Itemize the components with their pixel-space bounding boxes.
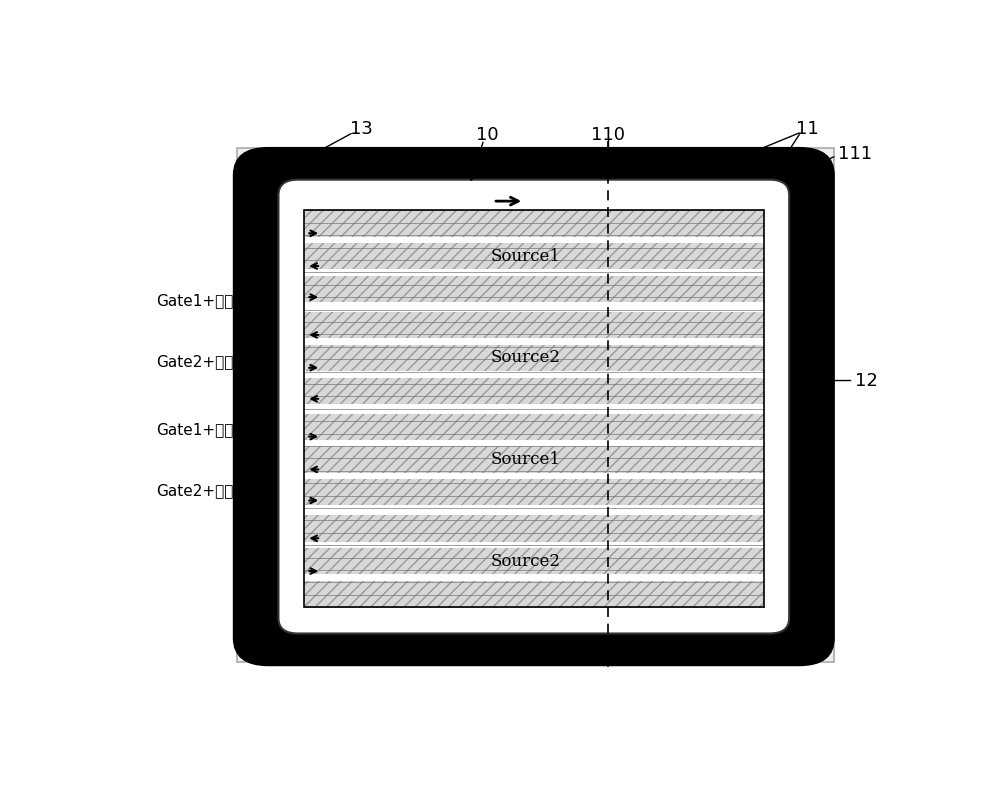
Bar <box>304 371 764 377</box>
Bar <box>304 236 764 243</box>
Text: Source2: Source2 <box>491 349 561 366</box>
Text: Gate1+场板: Gate1+场板 <box>156 294 233 308</box>
Bar <box>304 479 764 505</box>
Bar <box>304 473 764 479</box>
Text: 12: 12 <box>855 372 878 389</box>
Bar <box>304 575 764 581</box>
Bar <box>304 312 764 338</box>
Text: Source1: Source1 <box>491 451 561 468</box>
Bar <box>304 276 764 302</box>
Bar <box>304 302 764 312</box>
Text: 13: 13 <box>350 120 373 139</box>
Text: 10: 10 <box>476 127 499 144</box>
FancyBboxPatch shape <box>278 180 789 634</box>
FancyBboxPatch shape <box>234 147 834 665</box>
Bar <box>304 404 764 414</box>
Bar <box>304 447 764 473</box>
Bar <box>304 243 764 269</box>
Text: Gate2+场板: Gate2+场板 <box>156 483 233 498</box>
Bar <box>304 548 764 575</box>
Text: Gate2+场板: Gate2+场板 <box>156 355 233 369</box>
Bar <box>304 345 764 371</box>
Bar <box>304 505 764 515</box>
Bar <box>304 581 764 607</box>
Bar <box>304 515 764 541</box>
Bar <box>304 414 764 440</box>
Bar <box>304 210 764 236</box>
Bar <box>304 338 764 345</box>
Bar <box>304 269 764 276</box>
Text: Source2: Source2 <box>491 552 561 570</box>
Text: Gate1+场板: Gate1+场板 <box>156 422 233 437</box>
Text: 11: 11 <box>796 120 818 139</box>
Text: 111: 111 <box>838 145 872 162</box>
Bar <box>304 541 764 548</box>
Bar <box>304 440 764 447</box>
Bar <box>304 377 764 404</box>
Text: Source1: Source1 <box>491 248 561 265</box>
Bar <box>304 210 764 607</box>
Text: 110: 110 <box>591 127 625 144</box>
Bar <box>237 147 834 662</box>
